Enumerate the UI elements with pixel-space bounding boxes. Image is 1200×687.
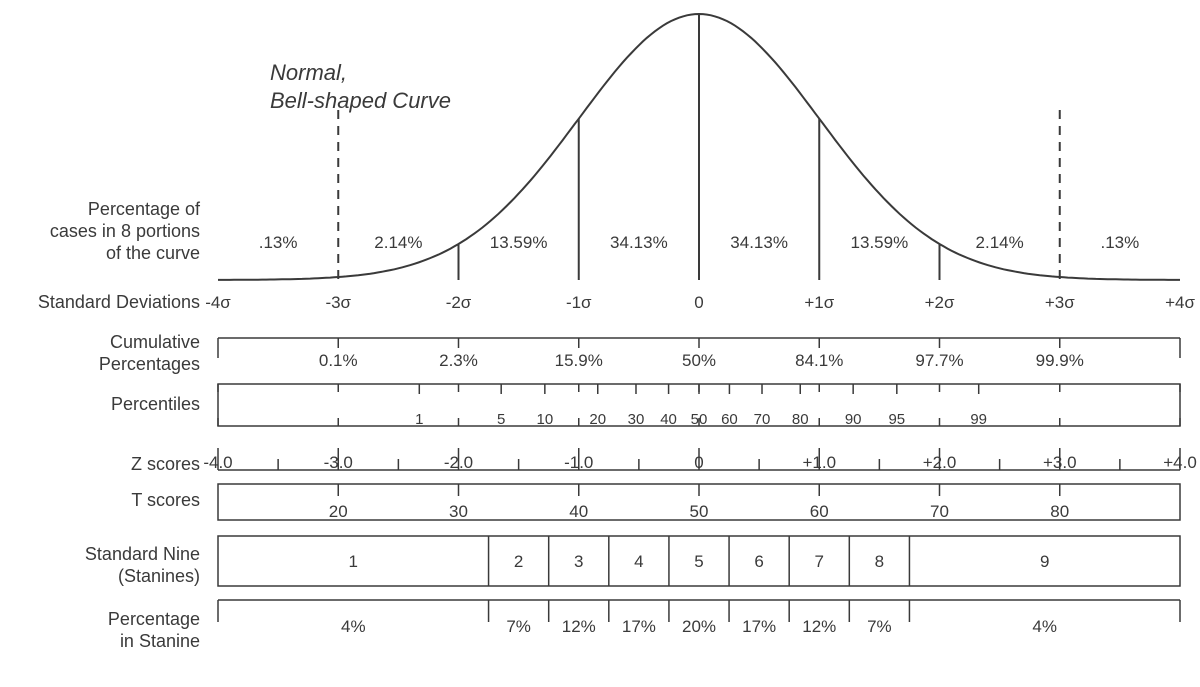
cumpct-label: Cumulative — [110, 332, 200, 352]
z-value: -1.0 — [564, 453, 593, 472]
z-label: Z scores — [131, 454, 200, 474]
stanine-cell: 6 — [754, 552, 763, 571]
portion-value: 13.59% — [851, 233, 909, 252]
t-value: 70 — [930, 502, 949, 521]
cumpct-label: Percentages — [99, 354, 200, 374]
pct-value: 70 — [754, 411, 771, 428]
pct-value: 50 — [691, 411, 708, 428]
percentile-label: Percentiles — [111, 394, 200, 414]
pctstan-value: 12% — [562, 617, 596, 636]
pctstan-value: 7% — [506, 617, 531, 636]
stanine-cell: 4 — [634, 552, 643, 571]
z-value: +1.0 — [802, 453, 836, 472]
stanine-label: Standard Nine — [85, 544, 200, 564]
stanine-cell: 7 — [815, 552, 824, 571]
pctstan-label: Percentage — [108, 609, 200, 629]
pct-value: 90 — [845, 411, 862, 428]
cumpct-value: 15.9% — [555, 351, 603, 370]
sd-tick: +3σ — [1045, 293, 1075, 312]
stanine-label: (Stanines) — [118, 566, 200, 586]
pct-value: 1 — [415, 411, 423, 428]
chart-title-2: Bell-shaped Curve — [270, 88, 451, 113]
pctstan-value: 4% — [341, 617, 366, 636]
pct-value: 95 — [888, 411, 905, 428]
portion-value: .13% — [259, 233, 298, 252]
z-value: +4.0 — [1163, 453, 1197, 472]
z-value: +3.0 — [1043, 453, 1077, 472]
stanine-cell: 3 — [574, 552, 583, 571]
sd-tick: +1σ — [804, 293, 834, 312]
sd-tick: -1σ — [566, 293, 592, 312]
t-value: 80 — [1050, 502, 1069, 521]
pctstan-label: in Stanine — [120, 631, 200, 651]
pct-value: 60 — [721, 411, 738, 428]
pctstan-value: 17% — [742, 617, 776, 636]
pct-value: 40 — [660, 411, 677, 428]
cumpct-value: 97.7% — [915, 351, 963, 370]
z-value: +2.0 — [923, 453, 957, 472]
portions-label: of the curve — [106, 243, 200, 263]
portion-value: 13.59% — [490, 233, 548, 252]
portion-value: .13% — [1101, 233, 1140, 252]
pct-value: 10 — [536, 411, 553, 428]
stanine-cell: 1 — [349, 552, 358, 571]
t-value: 50 — [690, 502, 709, 521]
portions-label: cases in 8 portions — [50, 221, 200, 241]
portion-value: 2.14% — [976, 233, 1024, 252]
sd-tick: 0 — [694, 293, 703, 312]
sd-tick: +4σ — [1165, 293, 1195, 312]
z-value: 0 — [694, 453, 703, 472]
z-value: -3.0 — [324, 453, 353, 472]
t-value: 30 — [449, 502, 468, 521]
stanine-cell: 9 — [1040, 552, 1049, 571]
z-value: -2.0 — [444, 453, 473, 472]
tscore-label: T scores — [131, 490, 200, 510]
cumpct-value: 99.9% — [1036, 351, 1084, 370]
z-value: -4.0 — [203, 453, 232, 472]
pctstan-value: 20% — [682, 617, 716, 636]
pct-value: 20 — [589, 411, 606, 428]
pct-value: 80 — [792, 411, 809, 428]
stanine-cell: 5 — [694, 552, 703, 571]
pctstan-value: 17% — [622, 617, 656, 636]
sd-tick: -2σ — [446, 293, 472, 312]
chart-title-1: Normal, — [270, 60, 347, 85]
cumpct-value: 50% — [682, 351, 716, 370]
pct-value: 5 — [497, 411, 505, 428]
t-value: 40 — [569, 502, 588, 521]
pctstan-value: 7% — [867, 617, 892, 636]
pct-value: 30 — [628, 411, 645, 428]
stanine-cell: 2 — [514, 552, 523, 571]
portion-value: 34.13% — [730, 233, 788, 252]
portion-value: 34.13% — [610, 233, 668, 252]
portion-value: 2.14% — [374, 233, 422, 252]
pct-value: 99 — [970, 411, 987, 428]
sd-label: Standard Deviations — [38, 292, 200, 312]
cumpct-value: 0.1% — [319, 351, 358, 370]
t-value: 20 — [329, 502, 348, 521]
cumpct-value: 2.3% — [439, 351, 478, 370]
sd-tick: -4σ — [205, 293, 231, 312]
pctstan-value: 4% — [1032, 617, 1057, 636]
sd-tick: -3σ — [325, 293, 351, 312]
sd-tick: +2σ — [925, 293, 955, 312]
portions-label: Percentage of — [88, 199, 201, 219]
cumpct-value: 84.1% — [795, 351, 843, 370]
stanine-cell: 8 — [875, 552, 884, 571]
pctstan-value: 12% — [802, 617, 836, 636]
t-value: 60 — [810, 502, 829, 521]
